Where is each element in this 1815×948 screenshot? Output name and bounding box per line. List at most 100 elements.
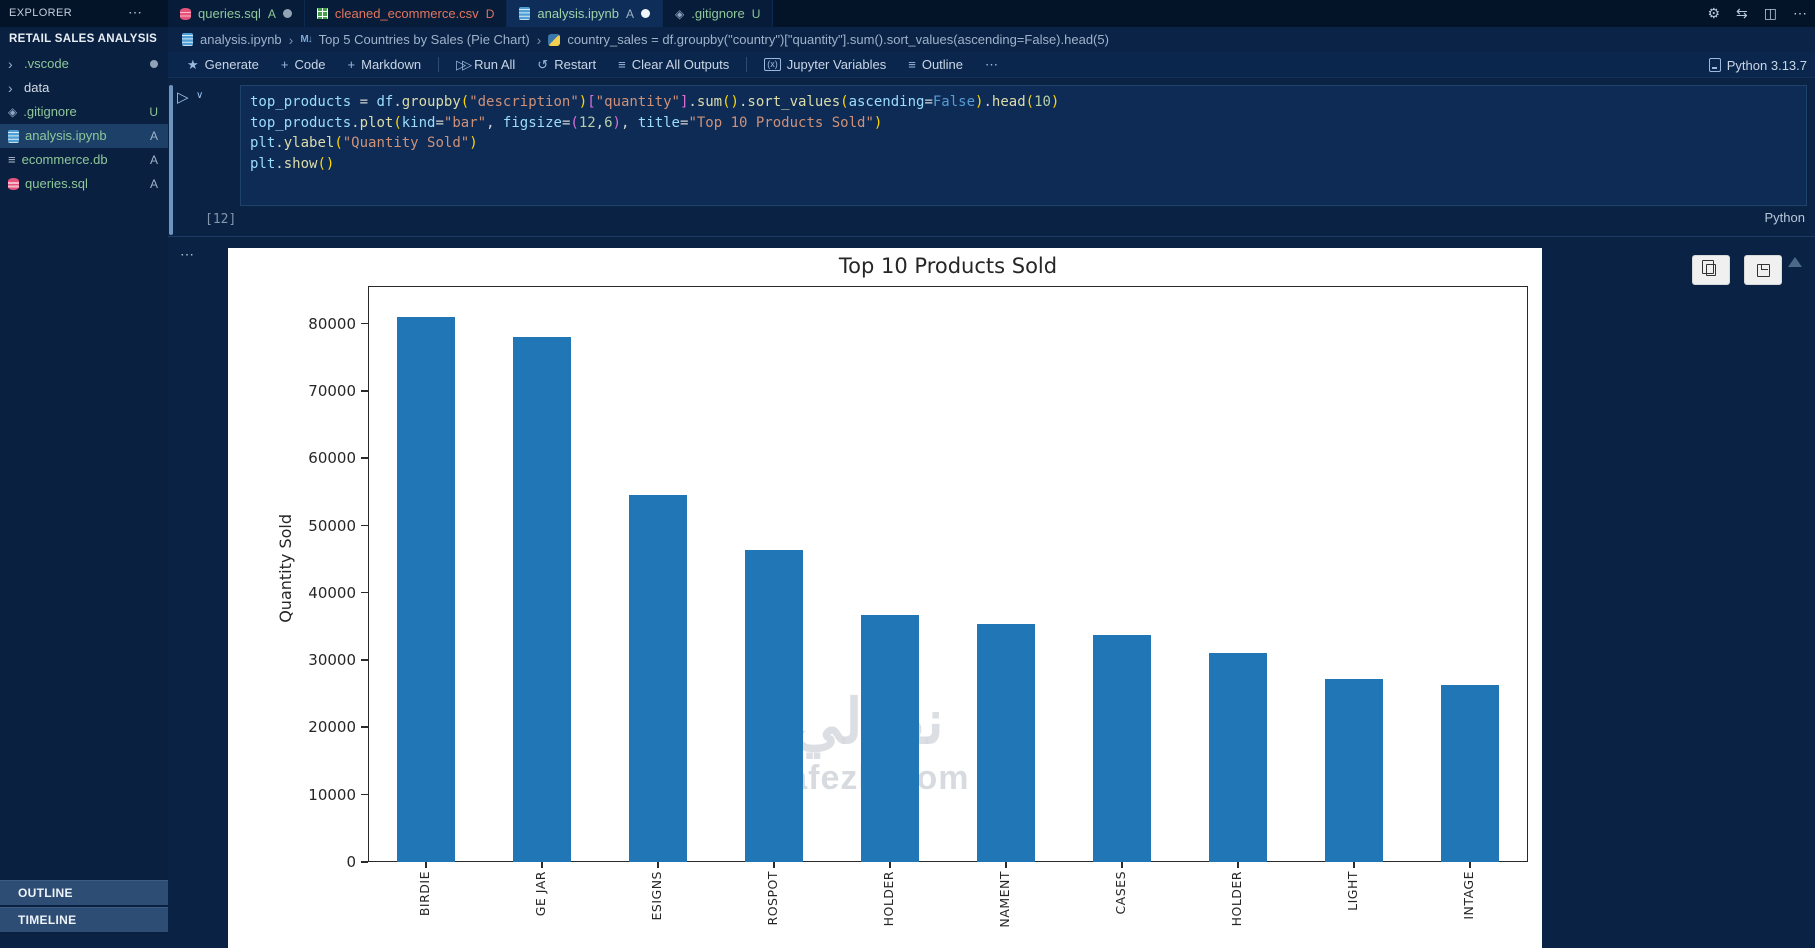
explorer-more-icon[interactable]: ⋯ — [128, 4, 142, 20]
code-token: . — [983, 94, 992, 110]
output-more-icon[interactable]: ⋯ — [180, 246, 194, 262]
db-icon — [180, 7, 191, 20]
save-output-button[interactable] — [1744, 255, 1782, 285]
git-status-badge: U — [149, 105, 158, 119]
bar — [629, 495, 687, 862]
y-tick-mark — [361, 591, 368, 594]
code-token: , — [595, 114, 605, 131]
sidebar-item-.vscode[interactable]: › .vscode — [0, 52, 168, 76]
y-tick-mark — [361, 389, 368, 392]
toolbar-markdown[interactable]: + Markdown — [339, 53, 431, 77]
file-label: .vscode — [24, 56, 69, 71]
panel-header-timeline[interactable]: TIMELINE — [0, 907, 168, 932]
editor-actions: ⚙ ⇆ ◫ ⋯ — [1707, 0, 1807, 27]
breadcrumb-file[interactable]: analysis.ipynb — [200, 32, 282, 47]
panel-header-outline[interactable]: OUTLINE — [0, 880, 168, 905]
run-options-chevron-icon[interactable]: ∨ — [196, 90, 204, 101]
code-token: plt — [250, 135, 276, 151]
toolbar-generate[interactable]: ★ Generate — [178, 53, 268, 77]
x-tick-mark — [773, 862, 775, 868]
sidebar-item-data[interactable]: › data — [0, 76, 168, 100]
x-tick-label: CASES — [1113, 871, 1128, 915]
breadcrumb[interactable]: analysis.ipynb › M↓ Top 5 Countries by S… — [182, 27, 1109, 52]
code-line: plt.show() — [250, 154, 1059, 175]
toolbar-run-all[interactable]: ▷▷ Run All — [447, 53, 524, 77]
breadcrumb-code[interactable]: country_sales = df.groupby("country")["q… — [567, 32, 1109, 47]
explorer-panel-title: EXPLORER — [9, 7, 73, 19]
breadcrumb-section[interactable]: Top 5 Countries by Sales (Pie Chart) — [318, 32, 530, 47]
x-tick-mark — [541, 862, 543, 868]
sidebar-item-analysis.ipynb[interactable]: analysis.ipynb A — [0, 124, 168, 148]
kernel-label: Python 3.13.7 — [1726, 57, 1807, 73]
x-tick-label: GE JAR — [533, 871, 548, 917]
y-tick-label: 60000 — [308, 449, 356, 468]
more-actions-icon[interactable]: ⋯ — [1793, 5, 1807, 21]
y-tick-label: 40000 — [308, 583, 356, 602]
x-tick-label: HOLDER — [881, 871, 896, 927]
code-token: False — [932, 94, 976, 110]
sidebar-item-ecommerce.db[interactable]: ecommerce.db A — [0, 148, 168, 172]
code-cell[interactable] — [240, 85, 1807, 206]
code-line: plt.ylabel("Quantity Sold") — [250, 133, 1059, 154]
y-tick-label: 0 — [346, 853, 356, 871]
x-tick-mark — [1353, 862, 1355, 868]
chevron-right-icon: › — [288, 31, 294, 48]
toolbar-label: Code — [294, 57, 326, 72]
code-token: "Quantity Sold" — [342, 135, 470, 151]
toolbar-restart[interactable]: ↺ Restart — [528, 53, 605, 77]
x-tick-mark — [1237, 862, 1239, 868]
toolbar-code[interactable]: + Code — [272, 53, 335, 77]
x-tick-label: HOLDER — [1229, 871, 1244, 927]
x-tick-mark — [425, 862, 427, 868]
git-status-badge: A — [626, 6, 635, 21]
code-token: 6 — [604, 114, 613, 131]
tab-cleaned_ecommerce.csv[interactable]: cleaned_ecommerce.csv D — [304, 0, 508, 27]
kernel-picker[interactable]: Python 3.13.7 — [1708, 52, 1807, 78]
workspace-title: RETAIL SALES ANALYSIS — [0, 27, 168, 52]
sidebar-bottom-panels: OUTLINE TIMELINE — [0, 880, 168, 934]
code-editor-content[interactable]: top_products = df.groupby("description")… — [250, 92, 1059, 174]
book-icon — [8, 129, 19, 143]
scroll-indicator-icon — [1788, 257, 1802, 267]
sidebar-item-queries.sql[interactable]: queries.sql A — [0, 172, 168, 196]
file-label: analysis.ipynb — [25, 128, 107, 143]
split-editor-icon[interactable]: ◫ — [1763, 5, 1777, 21]
add-icon: + — [347, 57, 356, 72]
toolbar-more[interactable]: ⋯ — [976, 53, 1007, 77]
tab-.gitignore[interactable]: .gitignore U — [663, 0, 774, 27]
git-icon — [675, 6, 684, 21]
file-label: .gitignore — [23, 104, 77, 119]
toolbar-label: Jupyter Variables — [786, 57, 887, 72]
chart-title: Top 10 Products Sold — [838, 254, 1058, 278]
copy-output-button[interactable] — [1692, 255, 1730, 285]
code-token: ( — [570, 114, 579, 131]
toolbar-jupyter-variables[interactable]: (x) Jupyter Variables — [755, 53, 895, 77]
code-token: title — [637, 114, 680, 131]
y-tick-label: 80000 — [308, 314, 356, 333]
tab-queries.sql[interactable]: queries.sql A — [168, 0, 305, 27]
toolbar-label: Outline — [921, 57, 964, 72]
file-label: data — [24, 80, 50, 95]
y-tick-mark — [361, 861, 368, 863]
sidebar-item-.gitignore[interactable]: .gitignore U — [0, 100, 168, 124]
x-tick-mark — [657, 862, 659, 868]
clear-outputs-icon: ≡ — [618, 57, 626, 72]
run-cell-icon[interactable]: ▷ — [177, 89, 189, 106]
x-tick-label: NAMENT — [997, 871, 1012, 928]
code-token: ) — [1050, 94, 1060, 110]
settings-gear-icon[interactable]: ⚙ — [1707, 5, 1721, 21]
tab-analysis.ipynb[interactable]: analysis.ipynb A — [507, 0, 664, 27]
lines-icon — [8, 148, 16, 172]
restart-icon: ↺ — [537, 56, 549, 72]
cell-language-picker[interactable]: Python — [1764, 210, 1805, 225]
code-token: , — [620, 114, 638, 131]
toolbar-outline[interactable]: ≡ Outline — [899, 53, 972, 77]
toolbar-label: Clear All Outputs — [631, 57, 730, 72]
code-token: ) — [612, 114, 621, 131]
modified-dot-icon — [641, 9, 651, 18]
book-icon — [519, 7, 531, 20]
toolbar-separator — [746, 57, 748, 72]
open-changes-icon[interactable]: ⇆ — [1736, 5, 1748, 21]
code-token: ) — [873, 114, 883, 131]
toolbar-clear-all-outputs[interactable]: ≡ Clear All Outputs — [609, 53, 738, 77]
